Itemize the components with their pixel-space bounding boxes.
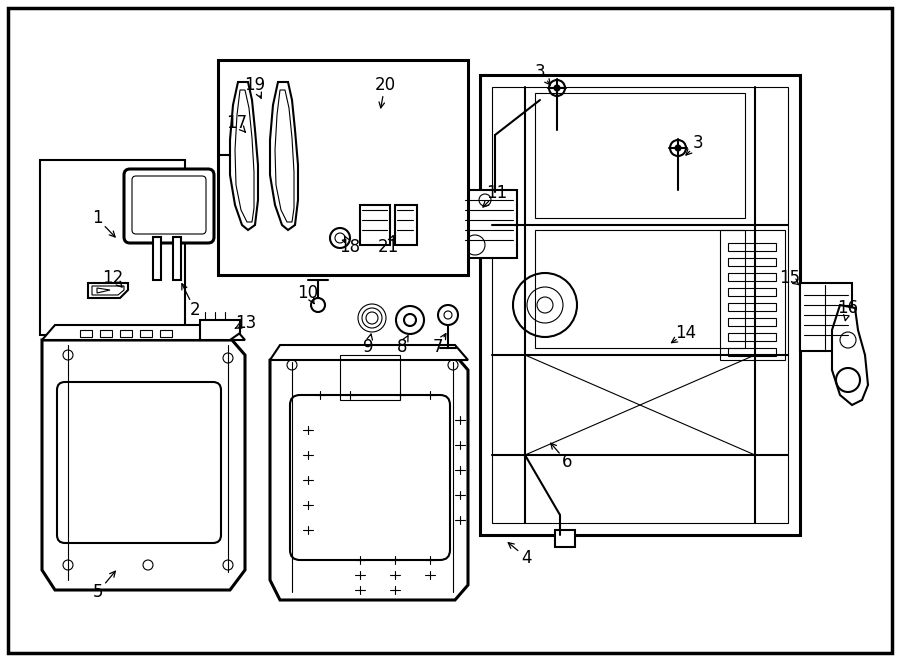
- Bar: [340, 355, 400, 400]
- Polygon shape: [200, 320, 240, 340]
- Bar: [480, 75, 800, 535]
- Bar: [80, 330, 92, 337]
- Bar: [120, 330, 132, 337]
- Polygon shape: [173, 237, 181, 280]
- Bar: [492, 87, 788, 523]
- Bar: [728, 318, 776, 326]
- Text: 9: 9: [363, 338, 374, 356]
- Polygon shape: [270, 345, 468, 360]
- Text: 1: 1: [92, 209, 103, 227]
- Text: 16: 16: [837, 299, 859, 317]
- Polygon shape: [42, 340, 245, 590]
- Polygon shape: [153, 237, 161, 280]
- Text: 20: 20: [374, 76, 396, 94]
- Bar: [720, 230, 785, 360]
- Polygon shape: [42, 325, 245, 340]
- Bar: [100, 330, 112, 337]
- Text: 21: 21: [377, 238, 399, 256]
- FancyBboxPatch shape: [124, 169, 214, 243]
- Text: 4: 4: [522, 549, 532, 567]
- Polygon shape: [270, 355, 468, 600]
- Bar: [728, 303, 776, 311]
- Bar: [535, 93, 745, 218]
- Text: 15: 15: [779, 269, 801, 287]
- Bar: [728, 243, 776, 251]
- Text: 10: 10: [297, 284, 319, 302]
- Text: 14: 14: [675, 324, 697, 342]
- Text: 6: 6: [562, 453, 572, 471]
- Text: 12: 12: [103, 269, 123, 287]
- Bar: [728, 273, 776, 281]
- Bar: [140, 330, 152, 337]
- Bar: [160, 330, 172, 337]
- Bar: [462, 190, 517, 258]
- Text: 18: 18: [339, 238, 361, 256]
- Polygon shape: [832, 305, 868, 405]
- Bar: [800, 283, 852, 351]
- Text: 3: 3: [693, 134, 703, 152]
- Polygon shape: [88, 283, 128, 298]
- Bar: [728, 333, 776, 341]
- Text: 2: 2: [190, 301, 201, 319]
- Bar: [360, 205, 390, 245]
- Text: 19: 19: [245, 76, 266, 94]
- Text: 11: 11: [486, 184, 508, 202]
- Text: 5: 5: [93, 583, 104, 601]
- Bar: [395, 205, 417, 245]
- Text: 17: 17: [227, 114, 248, 132]
- Bar: [728, 348, 776, 356]
- Polygon shape: [555, 530, 575, 547]
- Text: 7: 7: [433, 338, 443, 356]
- Circle shape: [675, 145, 681, 151]
- Text: 8: 8: [397, 338, 407, 356]
- Bar: [728, 258, 776, 266]
- Circle shape: [554, 85, 560, 91]
- Text: 13: 13: [236, 314, 256, 332]
- Bar: [218, 60, 468, 275]
- Text: 3: 3: [535, 63, 545, 81]
- Bar: [728, 288, 776, 296]
- Bar: [40, 160, 185, 335]
- Bar: [535, 230, 745, 348]
